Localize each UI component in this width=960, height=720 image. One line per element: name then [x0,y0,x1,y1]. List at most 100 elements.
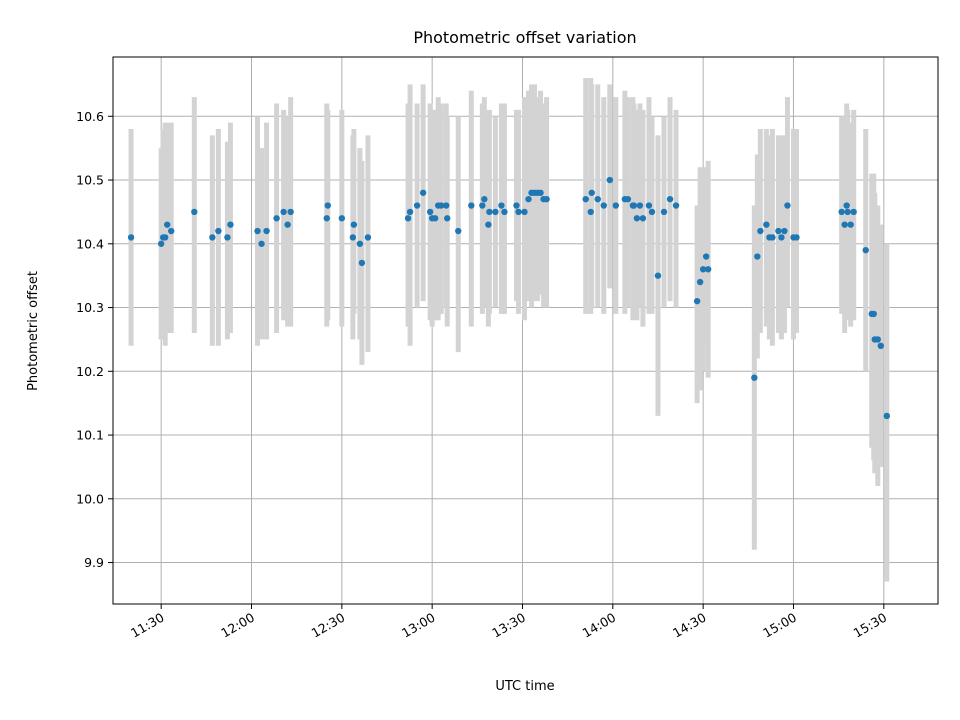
data-point [406,208,414,216]
y-tick-label: 10.1 [76,428,104,443]
data-point [501,208,508,216]
data-point [215,227,222,235]
x-axis-label: UTC time [495,679,554,694]
data-point [468,202,475,209]
data-point [287,208,294,216]
data-point [437,202,445,209]
data-point [404,215,412,222]
data-point [513,202,520,209]
data-point [419,189,427,196]
data-point [883,412,891,420]
data-point [263,227,270,235]
data-point [157,240,165,247]
data-point [161,234,169,241]
data-point [606,176,614,184]
data-point [413,202,421,209]
data-point [630,202,638,209]
data-point [769,234,776,241]
data-point [870,310,877,318]
data-point [624,195,632,203]
data-point [486,208,493,216]
y-axis-label: Photometric offset [26,271,41,391]
data-point [754,253,761,260]
data-point [349,234,357,241]
data-point [672,202,680,209]
data-point [324,202,331,209]
data-point [525,195,532,203]
data-point [168,227,175,235]
data-point [612,202,620,209]
data-point [874,336,881,343]
data-point [224,234,231,241]
y-tick-label: 10.4 [76,236,104,251]
data-point [757,227,764,235]
data-point [844,208,851,216]
data-point [877,342,884,350]
data-point [775,227,782,235]
data-point [702,253,710,260]
y-tick-label: 10.3 [76,300,104,315]
data-point [492,208,499,216]
data-point [660,208,668,216]
data-point [587,208,594,216]
data-point [444,215,451,222]
data-point [600,202,607,209]
data-point [696,278,704,286]
data-point [258,240,265,247]
data-point [639,215,647,222]
data-point [521,208,528,216]
plot-frame [112,56,939,605]
data-point [847,221,854,228]
data-point [227,221,234,228]
data-point [666,195,674,203]
data-point [485,221,492,228]
data-point [209,234,216,241]
chart-title: Photometric offset variation [413,28,636,47]
data-point [543,195,550,203]
data-point [850,208,857,216]
data-point [693,297,701,305]
data-point [358,259,366,267]
data-point [636,202,644,209]
data-point [254,227,261,235]
data-point [582,195,589,203]
data-point [323,215,330,222]
data-point [838,208,845,216]
data-point [479,202,486,209]
data-point [843,202,850,209]
data-point [654,272,662,279]
y-tick-label: 10.0 [76,491,104,506]
data-point [704,266,712,273]
data-point [645,202,653,209]
data-point [481,195,488,203]
data-point [284,221,291,228]
data-point [515,208,522,216]
data-point [751,374,758,381]
data-point [537,189,544,196]
y-tick-label: 9.9 [84,555,104,570]
data-point [273,215,280,222]
data-point [594,195,601,203]
data-point [648,208,656,216]
data-point [443,202,450,209]
data-point [784,202,791,209]
data-point [356,240,364,247]
data-point [498,202,505,209]
data-point [191,208,198,216]
data-point [338,215,346,222]
data-point [778,234,785,241]
data-point [633,215,641,222]
data-point [127,234,135,241]
data-point [364,234,372,241]
data-point [793,234,800,241]
data-point [781,227,788,235]
data-point [350,221,358,228]
data-point [426,208,434,216]
data-point [588,189,595,196]
data-point [455,227,462,235]
data-point [163,221,171,228]
markers [127,176,891,420]
data-point [862,246,869,254]
data-point [699,266,707,273]
